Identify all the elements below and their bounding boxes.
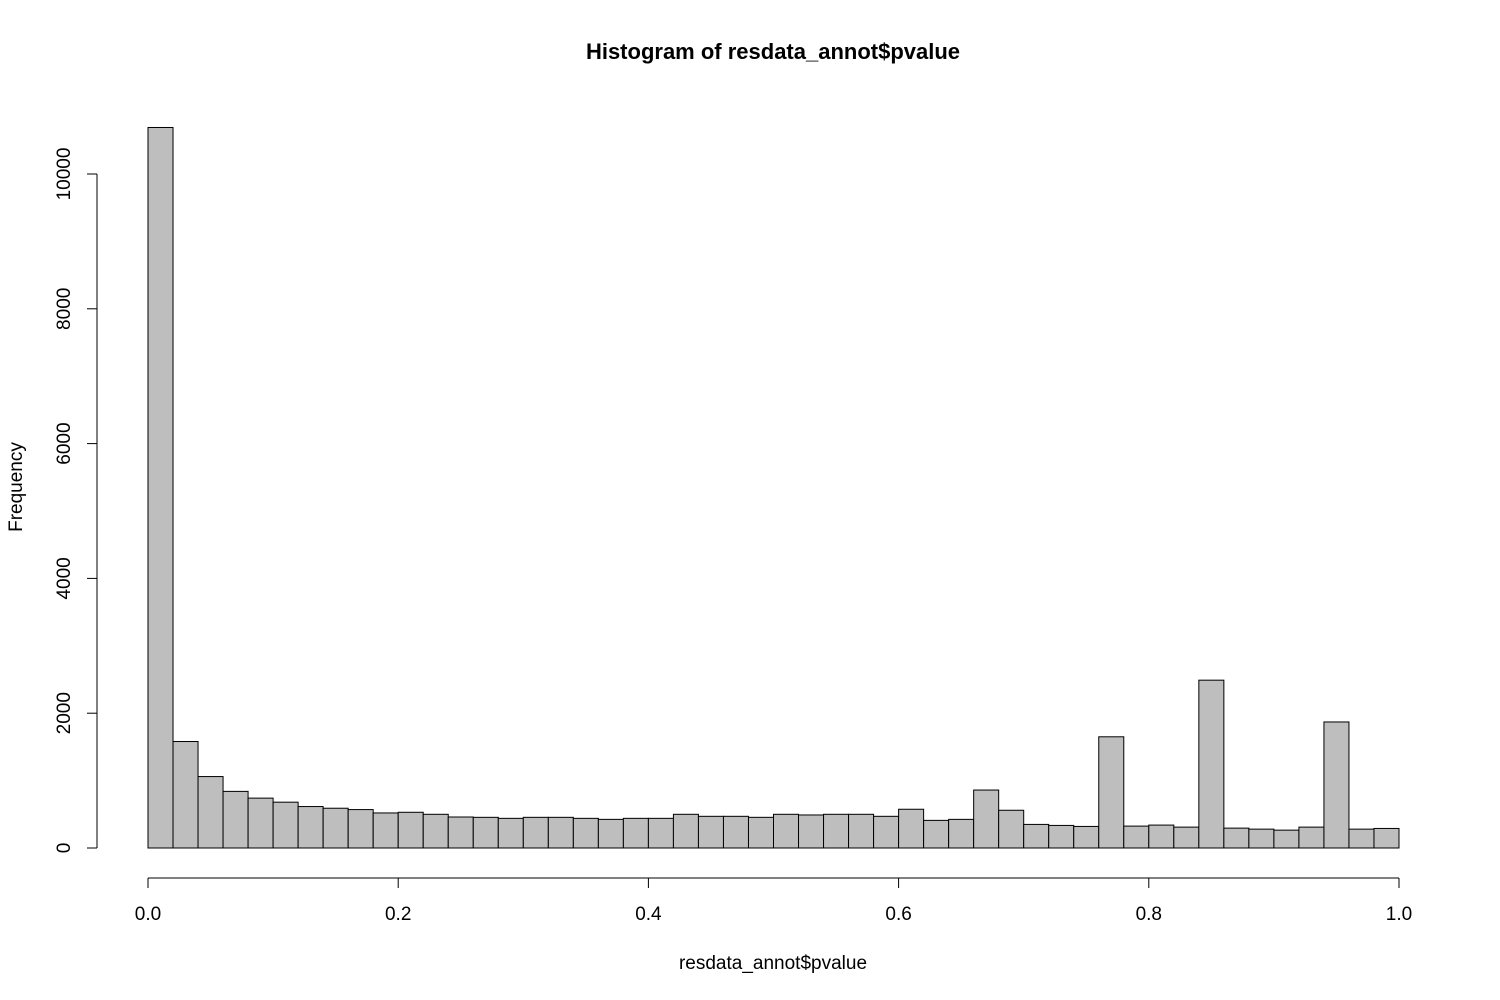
y-axis-label: Frequency: [6, 442, 27, 532]
histogram-bar: [322, 807, 349, 849]
chart-title: Histogram of resdata_annot$pvalue: [586, 39, 960, 64]
histogram-bar: [973, 789, 1000, 849]
histogram-bar: [773, 813, 800, 849]
histogram-bar: [347, 809, 374, 849]
histogram-bar: [1073, 825, 1100, 849]
histogram-bar: [747, 816, 774, 849]
histogram-bar: [1248, 828, 1275, 849]
histogram-bar: [247, 797, 274, 849]
histogram-bar: [547, 816, 574, 849]
histogram-bar: [923, 819, 950, 849]
histogram-bar: [1123, 825, 1150, 849]
x-tick-label: 0.6: [885, 904, 911, 925]
histogram-bar: [1373, 827, 1400, 849]
histogram-bar: [447, 816, 474, 849]
histogram-bar: [722, 815, 749, 849]
histogram-bar: [1148, 824, 1175, 849]
x-tick-label: 1.0: [1386, 904, 1412, 925]
histogram-bar: [948, 818, 975, 849]
x-tick-label: 0.2: [385, 904, 411, 925]
histogram-bar: [1198, 679, 1225, 849]
histogram-bar: [1273, 829, 1300, 849]
histogram-bar: [147, 126, 174, 849]
histogram-bar: [873, 815, 900, 849]
histogram-bar: [848, 813, 875, 849]
histogram-bar: [497, 817, 524, 849]
histogram-bar: [397, 811, 424, 849]
histogram-bar: [1173, 826, 1200, 849]
y-tick-label: 8000: [54, 288, 75, 330]
histogram-bar: [1023, 823, 1050, 849]
histogram-bar: [572, 817, 599, 849]
histogram-bar: [1223, 827, 1250, 849]
histogram-bar: [823, 813, 850, 849]
y-tick-label: 6000: [54, 422, 75, 464]
y-tick-label: 0: [54, 843, 75, 854]
x-tick-label: 0.0: [135, 904, 161, 925]
y-tick-label: 10000: [54, 148, 75, 201]
histogram-bar: [647, 817, 674, 849]
histogram-bar: [222, 790, 249, 849]
x-tick-label: 0.4: [635, 904, 662, 925]
histogram-bar: [297, 806, 324, 849]
histogram-bar: [1348, 828, 1375, 849]
histogram-bar: [522, 816, 549, 849]
histogram-bar: [697, 815, 724, 849]
histogram-bar: [1298, 826, 1325, 849]
x-tick-label: 0.8: [1136, 904, 1162, 925]
histogram-bar: [172, 741, 199, 849]
histogram-bar: [372, 812, 399, 849]
bars-group: [147, 126, 1400, 849]
histogram-bar: [597, 818, 624, 849]
histogram-bar: [422, 813, 449, 849]
histogram-bar: [472, 816, 499, 849]
histogram-bar: [1098, 736, 1125, 849]
y-tick-label: 2000: [54, 692, 75, 734]
x-axis: 0.0 0.2 0.4 0.6 0.8 1.0: [135, 877, 1412, 925]
histogram-bar: [197, 776, 224, 849]
y-tick-label: 4000: [54, 557, 75, 599]
histogram-bar: [1048, 824, 1075, 849]
x-axis-label: resdata_annot$pvalue: [679, 953, 867, 974]
histogram-bar: [798, 814, 825, 849]
histogram-bar: [672, 813, 699, 849]
histogram-bar: [1323, 721, 1350, 849]
histogram-bar: [272, 801, 299, 849]
histogram-bar: [898, 808, 925, 849]
y-axis: 0 2000 4000 6000 8000 10000: [54, 148, 98, 854]
histogram-bar: [622, 817, 649, 849]
histogram-bar: [998, 809, 1025, 849]
